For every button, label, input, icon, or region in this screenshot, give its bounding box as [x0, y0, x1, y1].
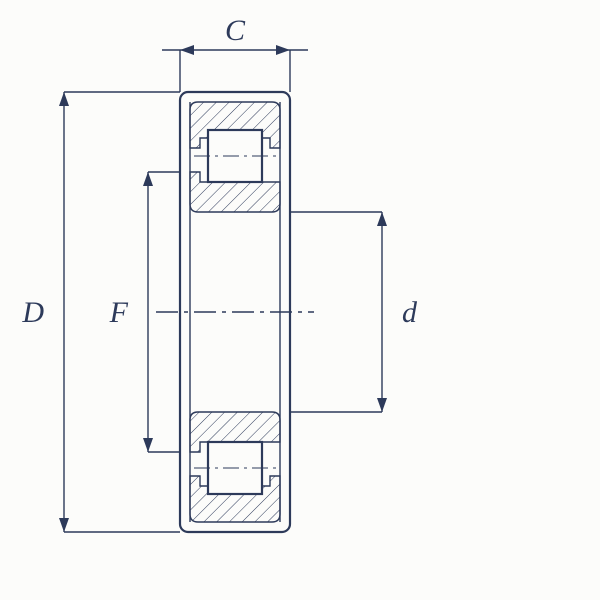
dim-label: d [402, 296, 418, 329]
dim-label: F [109, 296, 129, 329]
dim-label: D [21, 296, 44, 329]
dim-label: C [225, 14, 246, 47]
